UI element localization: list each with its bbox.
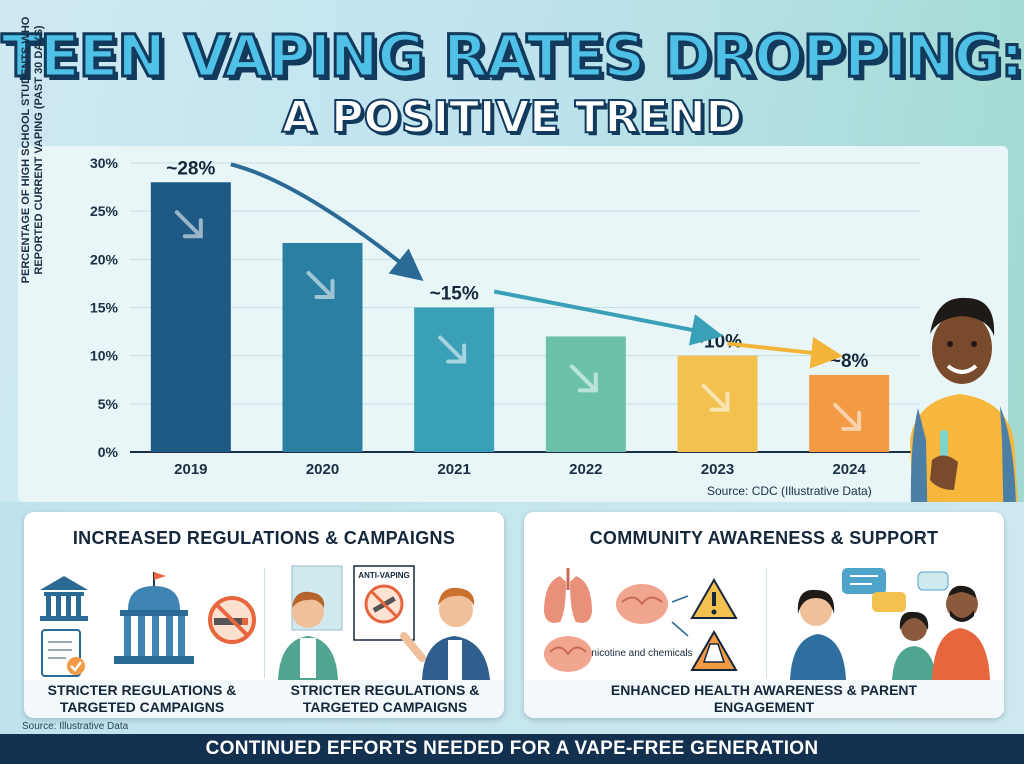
community-panel-title: COMMUNITY AWARENESS & SUPPORT xyxy=(589,528,939,548)
student-hair xyxy=(930,297,995,336)
chart-source: Source: CDC (Illustrative Data) xyxy=(707,484,872,498)
y-tick-label: 10% xyxy=(90,348,119,364)
bar xyxy=(282,242,363,452)
government-icons xyxy=(40,572,256,677)
document-checkmark-icon xyxy=(41,629,85,677)
y-tick-label: 30% xyxy=(90,155,119,171)
title-area: TEEN VAPING RATES DROPPING: A POSITIVE T… xyxy=(0,0,1024,150)
lungs-icon xyxy=(544,568,592,623)
trend-arrow xyxy=(230,162,424,282)
panel-divider xyxy=(766,568,767,678)
chemical-flask-icon xyxy=(690,630,738,671)
down-arrow-icon xyxy=(306,270,335,299)
bar xyxy=(677,355,758,452)
x-tick-label: 2020 xyxy=(306,461,339,478)
title-line-2: A POSITIVE TREND xyxy=(281,91,743,144)
regulations-caption-1: STRICTER REGULATIONS & TARGETED CAMPAIGN… xyxy=(47,682,237,715)
bar xyxy=(545,336,626,452)
health-illustration: nicotine and chemicals xyxy=(544,568,738,672)
speech-bubble-icon xyxy=(917,571,949,591)
teen-boy-right xyxy=(400,587,490,680)
down-arrow-icon xyxy=(569,364,598,393)
student-face xyxy=(932,312,992,384)
data-label: ~15% xyxy=(430,284,479,305)
down-arrow-icon xyxy=(833,402,862,431)
brain-icon-small xyxy=(544,636,592,672)
down-arrow-icon xyxy=(701,383,730,412)
x-tick-label: 2019 xyxy=(174,461,207,478)
bar xyxy=(150,182,231,452)
title-line-1: TEEN VAPING RATES DROPPING: xyxy=(0,21,1024,92)
trend-arrow xyxy=(727,336,844,369)
campaign-illustration: ANTI-VAPING xyxy=(278,565,490,680)
trend-arrow xyxy=(493,289,724,346)
bar xyxy=(809,374,890,452)
y-tick-label: 25% xyxy=(90,203,119,219)
x-tick-label: 2024 xyxy=(832,461,866,478)
data-label: ~10% xyxy=(693,332,742,353)
brain-icon xyxy=(616,584,668,624)
regulations-panel: INCREASED REGULATIONS & CAMPAIGNS STRICT… xyxy=(24,512,504,718)
regulations-caption-2: STRICTER REGULATIONS & TARGETED CAMPAIGN… xyxy=(290,682,480,715)
footer-banner: CONTINUED EFFORTS NEEDED FOR A VAPE-FREE… xyxy=(0,734,1024,764)
x-tick-label: 2023 xyxy=(701,461,734,478)
speech-bubble-icon xyxy=(842,568,886,594)
caption-bar xyxy=(524,680,1004,718)
y-tick-label: 5% xyxy=(98,396,119,412)
brain-label: nicotine and chemicals xyxy=(591,648,692,659)
small-building-icon xyxy=(40,576,88,621)
student-hand xyxy=(930,455,958,490)
community-caption: ENHANCED HEALTH AWARENESS & PARENT ENGAG… xyxy=(610,682,918,715)
panel-divider xyxy=(264,568,265,678)
arrow-icon xyxy=(671,595,689,603)
no-smoking-icon xyxy=(208,596,256,644)
poster-text: ANTI-VAPING xyxy=(358,571,409,580)
family-illustration xyxy=(790,568,990,680)
capitol-building-icon xyxy=(114,572,194,664)
teen-girl-figure xyxy=(892,611,936,680)
anti-vaping-poster: ANTI-VAPING xyxy=(353,565,415,641)
speech-bubble-icon xyxy=(872,592,906,612)
warning-icon xyxy=(690,578,738,619)
student-eye-left xyxy=(947,341,953,347)
mother-figure xyxy=(790,589,846,680)
bottom-source: Source: Illustrative Data xyxy=(22,721,129,732)
bar-chart: 30% 25% 20% 15% 10% 5% 0% 2019 ~28% 2020 2021 ~15% 2… xyxy=(90,155,920,478)
teen-boy-left xyxy=(278,591,338,680)
y-tick-label: 15% xyxy=(90,300,119,316)
data-label: ~8% xyxy=(830,351,869,372)
student-smile xyxy=(946,364,978,374)
x-tick-label: 2021 xyxy=(437,461,470,478)
community-panel: COMMUNITY AWARENESS & SUPPORT ENHANCED H… xyxy=(524,512,1004,718)
y-tick-label: 0% xyxy=(98,444,119,460)
caption-bar xyxy=(24,680,504,718)
student-eye-right xyxy=(971,341,977,347)
regulations-panel-title: INCREASED REGULATIONS & CAMPAIGNS xyxy=(72,528,456,548)
bar xyxy=(414,307,495,452)
down-arrow-icon xyxy=(174,210,203,239)
father-figure xyxy=(932,585,990,680)
down-arrow-icon xyxy=(438,335,467,364)
data-label: ~28% xyxy=(166,158,215,179)
y-axis-label: PERCENTAGE OF HIGH SCHOOL STUDENTS WHO R… xyxy=(20,16,45,284)
x-tick-label: 2022 xyxy=(569,461,602,478)
y-tick-label: 20% xyxy=(90,251,119,267)
arrow-icon xyxy=(671,621,689,637)
